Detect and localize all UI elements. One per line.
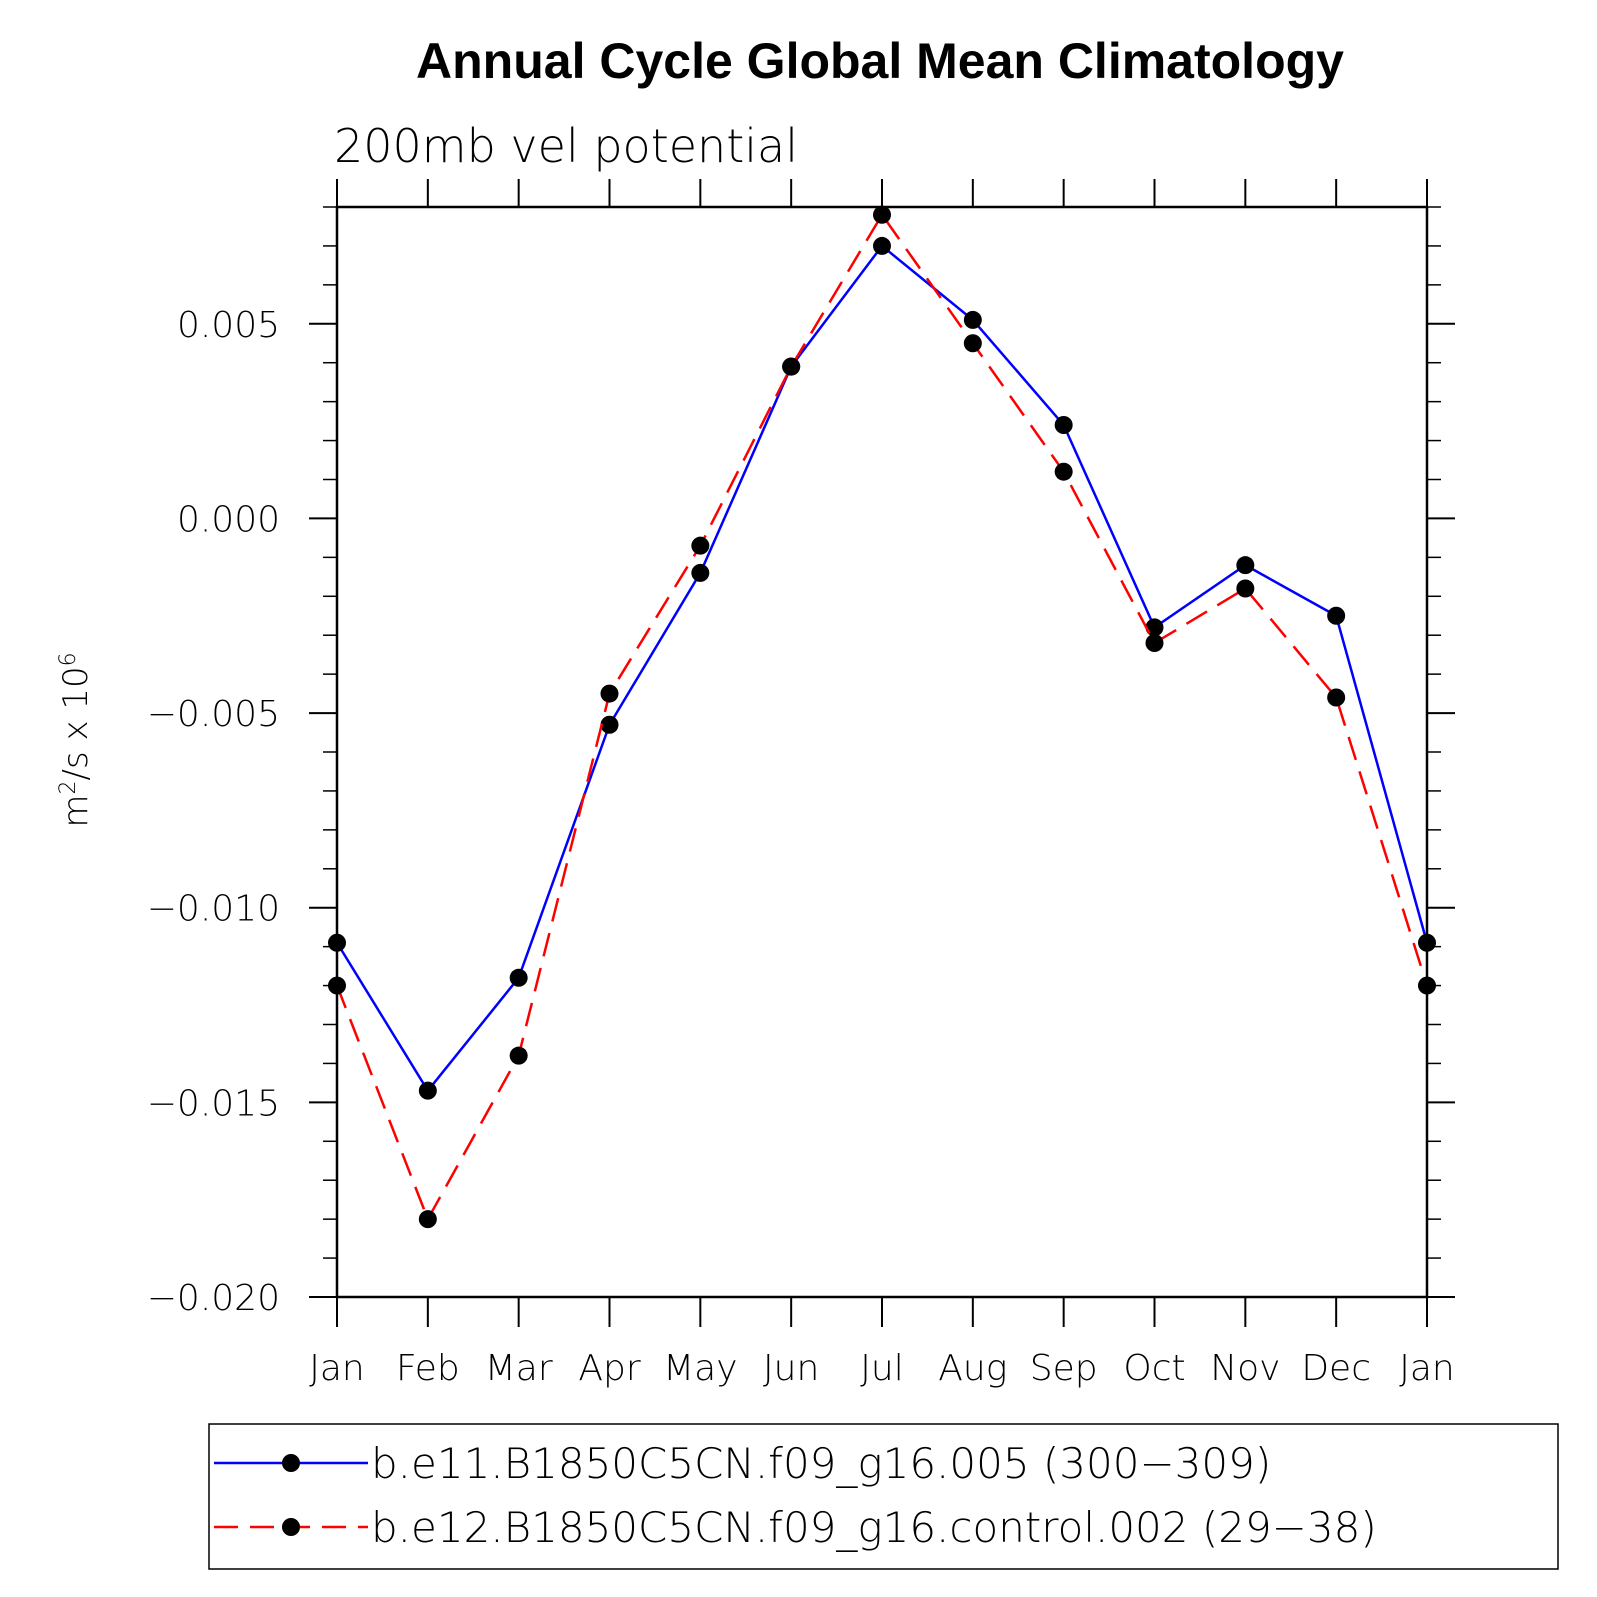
series-2-point — [1236, 579, 1255, 598]
x-tick-label: Jul — [860, 1348, 903, 1389]
series-1-point — [873, 236, 891, 255]
x-tick-label: Oct — [1123, 1348, 1185, 1389]
series-2-point — [782, 357, 801, 376]
series-2-line — [335, 212, 1429, 1223]
series-2-point — [873, 205, 891, 224]
y-tick-label: 0.000 — [177, 499, 280, 540]
series-2-point — [1145, 634, 1164, 652]
legend-label: b.e11.B1850C5CN.f09_g16.005 (300−309) — [371, 1439, 1271, 1488]
x-tick-label: Jan — [309, 1348, 365, 1389]
y-axis-tick-labels: −0.020 −0.015 −0.010 −0.005 0.000 0.005 — [147, 305, 280, 1319]
series-layer — [328, 205, 1436, 1229]
series-1-point — [600, 715, 619, 734]
legend-entry-2: b.e12.B1850C5CN.f09_g16.control.002 (29−… — [214, 1503, 1377, 1552]
series-1-point — [691, 563, 710, 582]
series-1-point — [1054, 416, 1073, 434]
series-1-point — [418, 1081, 437, 1100]
x-tick-label: Aug — [938, 1348, 1007, 1389]
y-tick-label: −0.010 — [147, 889, 280, 930]
legend-marker — [282, 1518, 300, 1536]
series-2-point — [509, 1046, 528, 1065]
series-2-point — [1327, 688, 1346, 707]
series-1-point — [509, 968, 528, 987]
series-2 — [328, 205, 1436, 1229]
y-tick-label: 0.005 — [177, 305, 280, 346]
legend-entry-1: b.e11.B1850C5CN.f09_g16.005 (300−309) — [214, 1439, 1271, 1488]
plot-frame — [335, 205, 1429, 1299]
x-tick-label: Sep — [1030, 1348, 1098, 1389]
series-2-point — [328, 976, 346, 995]
y-axis-label: m2/s x 106 — [56, 652, 97, 827]
legend-label: b.e12.B1850C5CN.f09_g16.control.002 (29−… — [371, 1503, 1377, 1552]
series-1-point — [328, 933, 346, 952]
series-2-point — [1418, 976, 1436, 995]
x-tick-label: May — [663, 1348, 737, 1389]
y-axis-ticks — [309, 206, 1455, 1298]
y-tick-label: −0.020 — [147, 1278, 280, 1319]
series-1-point — [1236, 556, 1255, 575]
series-2-point — [600, 684, 619, 703]
x-tick-label: Dec — [1301, 1348, 1371, 1389]
x-axis-ticks — [336, 179, 1428, 1327]
x-tick-label: Jun — [763, 1348, 819, 1389]
legend: b.e11.B1850C5CN.f09_g16.005 (300−309) b.e… — [208, 1423, 1559, 1570]
series-1-line — [335, 244, 1429, 1093]
x-tick-label: Nov — [1210, 1348, 1280, 1389]
series-1-point — [1327, 606, 1346, 625]
series-1-point — [963, 310, 982, 329]
x-tick-label: Apr — [578, 1348, 640, 1389]
series-2-point — [418, 1210, 437, 1229]
series-1 — [328, 236, 1436, 1100]
y-tick-label: −0.015 — [147, 1083, 280, 1124]
series-2-point — [963, 334, 982, 353]
y-tick-label: −0.005 — [147, 694, 280, 735]
x-tick-label: Mar — [485, 1348, 553, 1389]
x-axis-tick-labels: Jan Feb Mar Apr May Jun Jul Aug Sep Oct Nov Dec Jan — [309, 1348, 1455, 1389]
legend-box — [208, 1423, 1559, 1570]
series-1-point — [1418, 933, 1436, 952]
x-tick-label: Feb — [396, 1348, 460, 1389]
chart-subtitle: 200mb vel potential — [334, 119, 798, 173]
legend-marker — [282, 1454, 300, 1472]
chart-title: Annual Cycle Global Mean Climatology — [416, 33, 1344, 89]
series-2-point — [691, 536, 710, 555]
x-tick-label: Jan — [1399, 1348, 1455, 1389]
series-2-point — [1054, 462, 1073, 481]
